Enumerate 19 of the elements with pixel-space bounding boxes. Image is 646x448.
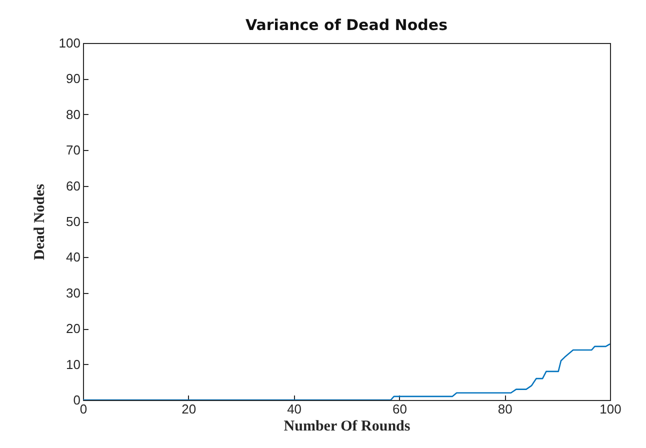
y-tick-label: 20 [66,321,80,336]
x-tick-label: 100 [600,402,622,416]
y-tick-label: 80 [66,106,80,122]
y-tick-label: 60 [66,178,80,194]
x-tick-label: 60 [392,402,407,416]
y-tick-label: 40 [66,250,80,265]
y-tick-label: 10 [66,356,80,372]
y-tick-label: 70 [66,142,80,158]
y-tick-label: 50 [66,214,80,229]
y-axis-title: Dead Nodes [32,184,48,260]
x-tick-label: 80 [498,402,512,416]
line-series [83,343,610,400]
x-tick-label: 40 [287,402,302,416]
chart-title: Variance of Dead Nodes [246,16,448,34]
y-tick-label: 90 [66,71,80,86]
y-tick-label: 30 [66,285,80,300]
x-tick-label: 20 [182,402,196,416]
y-tick-label: 100 [58,36,80,50]
x-axis-title: Number Of Rounds [284,418,410,434]
